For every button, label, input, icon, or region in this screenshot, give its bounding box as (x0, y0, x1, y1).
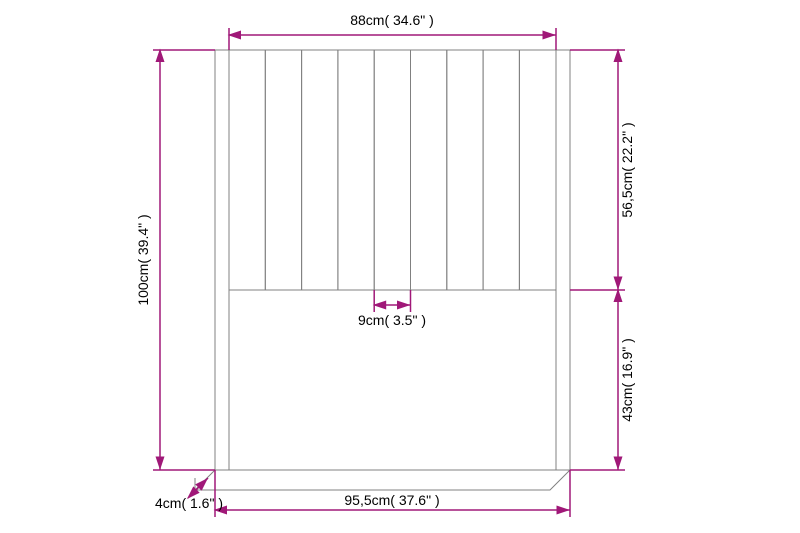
label-total-width: 95,5cm( 37.6" ) (344, 492, 439, 508)
label-upper-height: 56,5cm( 22.2" ) (619, 122, 635, 217)
label-slat-width: 9cm( 3.5" ) (358, 312, 426, 328)
dimension-diagram: 88cm( 34.6" ) 9cm( 3.5" ) 100cm( 39.4" )… (0, 0, 800, 533)
label-lower-height: 43cm( 16.9" ) (619, 338, 635, 422)
label-top-width: 88cm( 34.6" ) (350, 12, 434, 28)
dimension-labels: 88cm( 34.6" ) 9cm( 3.5" ) 100cm( 39.4" )… (135, 12, 635, 511)
product-outline (195, 50, 570, 490)
dimension-lines (153, 28, 625, 517)
label-total-height: 100cm( 39.4" ) (135, 214, 151, 305)
label-depth: 4cm( 1.6" ) (155, 495, 223, 511)
